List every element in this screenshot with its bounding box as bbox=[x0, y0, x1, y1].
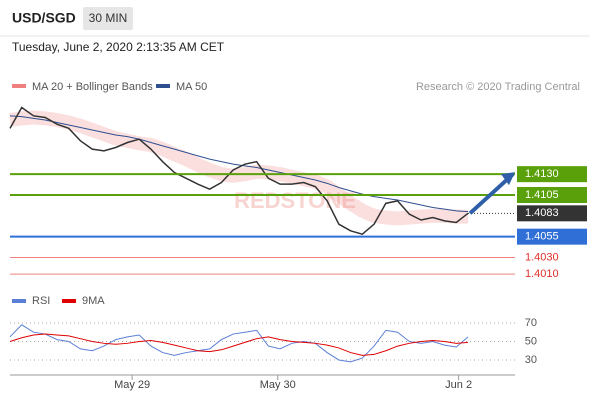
legend-label: MA 50 bbox=[176, 81, 207, 93]
interval[interactable]: 30 MIN bbox=[89, 11, 128, 25]
x-tick-label: May 29 bbox=[114, 379, 150, 391]
legend-label: 9MA bbox=[82, 295, 105, 307]
series-line bbox=[9, 333, 469, 356]
level-label: 1.4010 bbox=[525, 268, 559, 280]
legend-label: MA 20 + Bollinger Bands bbox=[32, 81, 153, 93]
series-line bbox=[9, 115, 469, 213]
legend-swatch bbox=[12, 84, 26, 88]
y-tick-label: 30 bbox=[525, 354, 537, 366]
legend-swatch bbox=[62, 299, 76, 303]
interval-badge[interactable] bbox=[83, 7, 133, 30]
level-label: 1.4030 bbox=[525, 251, 559, 263]
forecast-arrowhead bbox=[501, 172, 515, 186]
x-tick-label: Jun 2 bbox=[445, 379, 472, 391]
datetime: Tuesday, June 2, 2020 2:13:35 AM CET bbox=[12, 40, 225, 54]
level-box bbox=[517, 187, 587, 203]
legend-swatch bbox=[12, 299, 26, 303]
level-label: 1.4105 bbox=[525, 189, 559, 201]
level-label: 1.4130 bbox=[525, 168, 559, 180]
symbol: USD/SGD bbox=[12, 10, 76, 26]
level-box bbox=[517, 166, 587, 183]
legend-label: RSI bbox=[32, 295, 50, 307]
level-label: 1.4083 bbox=[525, 207, 559, 219]
x-tick-label: May 30 bbox=[260, 379, 296, 391]
level-box bbox=[517, 228, 587, 245]
watermark: REDSTONE bbox=[234, 188, 356, 213]
level-label: 1.4055 bbox=[525, 231, 559, 243]
y-tick-label: 70 bbox=[525, 317, 537, 329]
series-line bbox=[9, 106, 469, 235]
level-box bbox=[517, 205, 587, 222]
y-tick-label: 50 bbox=[525, 335, 537, 347]
series-line bbox=[9, 324, 469, 363]
legend-swatch bbox=[156, 84, 170, 88]
source: Research © 2020 Trading Central bbox=[416, 81, 580, 93]
